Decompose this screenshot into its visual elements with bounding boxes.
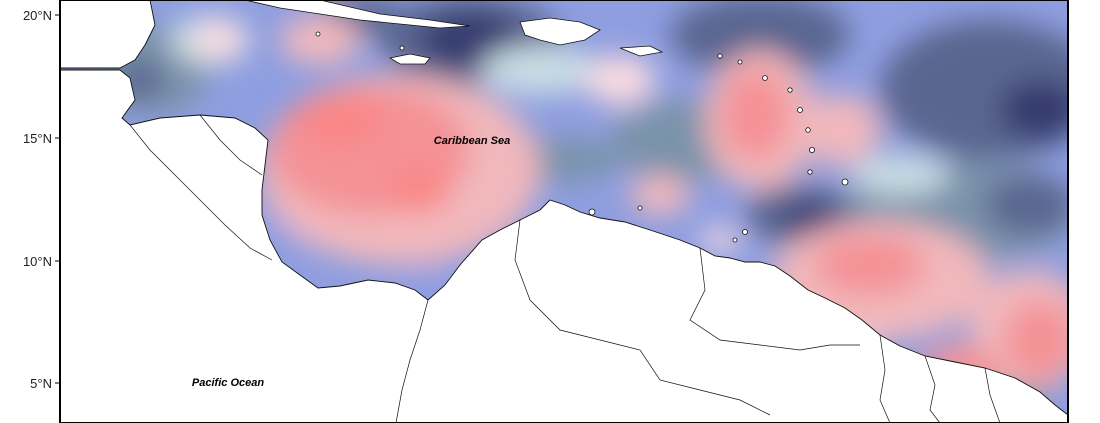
cuba-island bbox=[244, 0, 471, 29]
lat-tick-20n: 20°N bbox=[23, 8, 52, 23]
lat-tick-10n: 10°N bbox=[23, 254, 52, 269]
lesser-antilles bbox=[315, 31, 849, 243]
country-borders bbox=[129, 114, 1001, 423]
pacific-ocean-label: Pacific Ocean bbox=[192, 377, 264, 389]
land-masses bbox=[60, 0, 1068, 423]
mainland-americas bbox=[60, 69, 1068, 423]
latitude-ticks: 20°N 15°N 10°N 5°N bbox=[23, 8, 60, 391]
hispaniola-island bbox=[519, 17, 601, 46]
caribbean-sea-label: Caribbean Sea bbox=[434, 135, 510, 147]
mexico-coast bbox=[60, 0, 156, 69]
map-frame bbox=[59, 0, 1069, 423]
jamaica-island bbox=[388, 53, 431, 65]
lat-tick-15n: 15°N bbox=[23, 131, 52, 146]
anomaly-field bbox=[60, 0, 1068, 423]
puerto-rico-island bbox=[619, 45, 664, 57]
lat-tick-5n: 5°N bbox=[30, 376, 52, 391]
